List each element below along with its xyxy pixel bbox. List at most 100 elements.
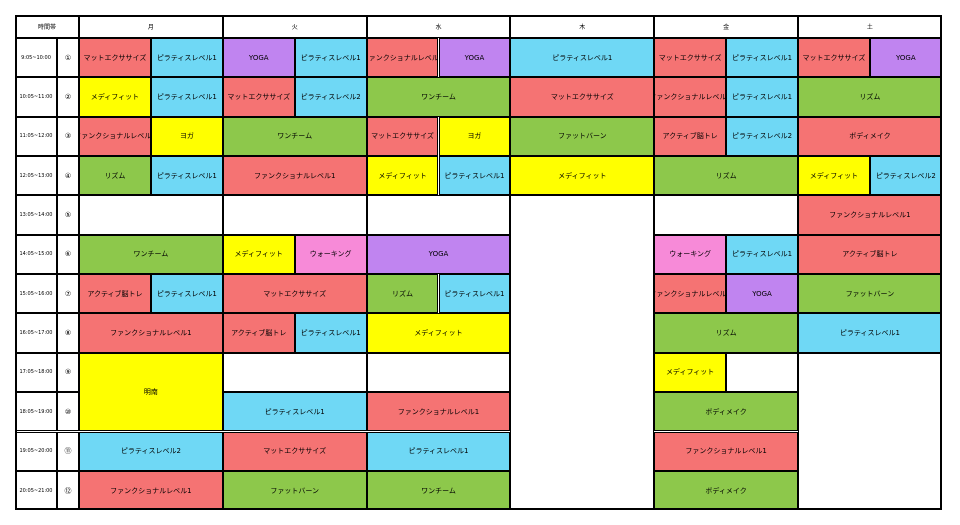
class-cell: ファンクショナルレベル1 <box>654 274 727 314</box>
number-cell: ⑤ <box>57 195 79 235</box>
class-cell: ピラティスレベル1 <box>726 77 798 117</box>
number-cell: ⑪ <box>57 431 79 471</box>
class-cell: メディフィット <box>79 77 151 117</box>
class-cell: ピラティスレベル2 <box>726 116 798 157</box>
class-cell: メディフィット <box>798 156 870 196</box>
empty-cell <box>510 195 655 511</box>
class-cell: ウォーキング <box>294 234 367 275</box>
time-cell: 9:05~10:00 <box>15 38 57 78</box>
class-cell: YOGA <box>366 234 511 275</box>
class-cell: ピラティスレベル2 <box>869 156 942 196</box>
class-cell: メディフィット <box>510 156 655 196</box>
class-cell: ピラティスレベル1 <box>726 38 798 78</box>
time-cell: 15:05~16:00 <box>15 274 57 314</box>
class-cell: マットエクササイズ <box>366 116 439 157</box>
class-cell: アクティブ脳トレ <box>798 234 942 275</box>
class-cell: メディフィット <box>222 234 295 275</box>
number-cell: ③ <box>57 116 79 157</box>
time-cell: 18:05~19:00 <box>15 392 57 432</box>
class-cell: ピラティスレベル1 <box>150 38 223 78</box>
class-cell: ピラティスレベル1 <box>510 38 655 78</box>
class-cell: ピラティスレベル1 <box>726 234 798 275</box>
class-cell: ワンチーム <box>366 77 511 117</box>
number-cell: ⑥ <box>57 234 79 275</box>
class-cell: ピラティスレベル1 <box>150 274 223 314</box>
class-cell: マットエクササイズ <box>79 38 151 78</box>
class-cell: ファンクショナルレベル1 <box>79 116 151 157</box>
class-cell: マットエクササイズ <box>222 274 367 314</box>
class-cell: ワンチーム <box>79 234 223 275</box>
class-cell: リズム <box>79 156 151 196</box>
empty-cell <box>222 195 367 235</box>
class-cell: ピラティスレベル1 <box>438 274 511 314</box>
number-cell: ④ <box>57 156 79 196</box>
class-cell: ボディメイク <box>654 392 798 432</box>
number-cell: ⑨ <box>57 352 79 393</box>
class-cell: メディフィット <box>654 352 727 393</box>
empty-cell <box>366 352 511 393</box>
class-cell: ピラティスレベル1 <box>150 77 223 117</box>
class-cell: リズム <box>366 274 439 314</box>
class-cell: ファンクショナルレベル1 <box>222 156 367 196</box>
class-cell: ピラティスレベル1 <box>294 38 367 78</box>
class-cell: アクティブ脳トレ <box>222 313 295 353</box>
class-cell: ピラティスレベル1 <box>222 392 367 432</box>
class-cell: ピラティスレベル1 <box>438 156 511 196</box>
class-cell: ヨガ <box>150 116 223 157</box>
class-cell: ファンクショナルレベル1 <box>79 470 223 511</box>
class-cell: ピラティスレベル2 <box>294 77 367 117</box>
class-cell: アクティブ脳トレ <box>654 116 727 157</box>
class-cell: マットエクササイズ <box>222 77 295 117</box>
empty-cell <box>726 352 798 393</box>
class-cell: ボディメイク <box>654 470 798 511</box>
class-cell: ファンクショナルレベル1 <box>366 38 439 78</box>
class-cell: ファンクショナルレベル1 <box>798 195 942 235</box>
class-cell: マットエクササイズ <box>798 38 870 78</box>
empty-cell <box>798 352 942 511</box>
class-cell: アクティブ脳トレ <box>79 274 151 314</box>
class-cell: ヨガ <box>438 116 511 157</box>
class-cell: リズム <box>654 313 798 353</box>
class-cell: 明南 <box>79 352 223 432</box>
number-cell: ⑦ <box>57 274 79 314</box>
class-cell: リズム <box>654 156 798 196</box>
class-cell: YOGA <box>726 274 798 314</box>
class-cell: ワンチーム <box>222 116 367 157</box>
class-cell: YOGA <box>869 38 942 78</box>
class-cell: ボディメイク <box>798 116 942 157</box>
class-cell: ピラティスレベル2 <box>79 431 223 471</box>
class-cell: ファンクショナルレベル1 <box>654 77 727 117</box>
number-cell: ② <box>57 77 79 117</box>
class-cell: ピラティスレベル1 <box>798 313 942 353</box>
time-cell: 12:05~13:00 <box>15 156 57 196</box>
class-cell: ファンクショナルレベル1 <box>654 431 798 471</box>
class-cell: ピラティスレベル1 <box>366 431 511 471</box>
class-cell: ファットバーン <box>798 274 942 314</box>
class-cell: マットエクササイズ <box>510 77 655 117</box>
class-cell: ファンクショナルレベル1 <box>79 313 223 353</box>
class-cell: ピラティスレベル1 <box>294 313 367 353</box>
time-cell: 19:05~20:00 <box>15 431 57 471</box>
class-cell: ピラティスレベル1 <box>150 156 223 196</box>
class-cell: ワンチーム <box>366 470 511 511</box>
class-cell: YOGA <box>222 38 295 78</box>
empty-cell <box>654 195 798 235</box>
time-cell: 17:05~18:00 <box>15 352 57 393</box>
empty-cell <box>222 352 367 393</box>
class-cell: メディフィット <box>366 156 439 196</box>
time-cell: 11:05~12:00 <box>15 116 57 157</box>
time-cell: 14:05~15:00 <box>15 234 57 275</box>
class-cell: メディフィット <box>366 313 511 353</box>
number-cell: ⑩ <box>57 392 79 432</box>
class-cell: マットエクササイズ <box>222 431 367 471</box>
empty-cell <box>79 195 223 235</box>
class-cell: YOGA <box>438 38 511 78</box>
class-cell: ファンクショナルレベル1 <box>366 392 511 432</box>
class-cell: マットエクササイズ <box>654 38 727 78</box>
class-cell: ウォーキング <box>654 234 727 275</box>
number-cell: ⑧ <box>57 313 79 353</box>
time-cell: 10:05~11:00 <box>15 77 57 117</box>
class-cell: ファットバーン <box>510 116 655 157</box>
number-cell: ① <box>57 38 79 78</box>
